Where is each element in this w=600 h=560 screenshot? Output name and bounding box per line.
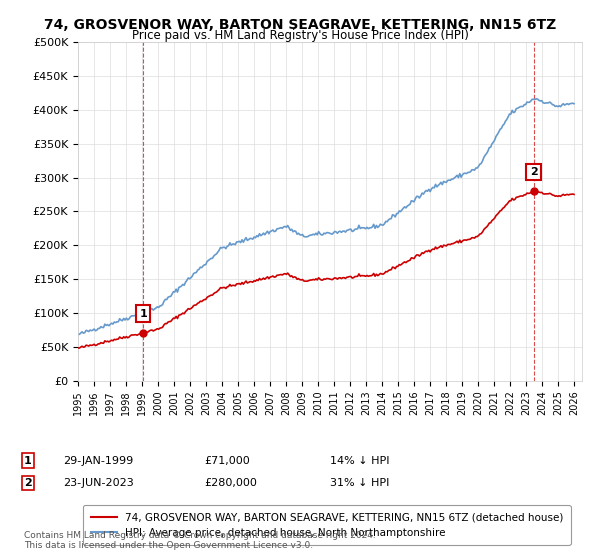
Text: 1: 1 (24, 456, 32, 466)
Text: 29-JAN-1999: 29-JAN-1999 (63, 456, 133, 466)
Legend: 74, GROSVENOR WAY, BARTON SEAGRAVE, KETTERING, NN15 6TZ (detached house), HPI: A: 74, GROSVENOR WAY, BARTON SEAGRAVE, KETT… (83, 505, 571, 545)
Text: Contains HM Land Registry data © Crown copyright and database right 2024.
This d: Contains HM Land Registry data © Crown c… (24, 530, 376, 550)
Text: 23-JUN-2023: 23-JUN-2023 (63, 478, 134, 488)
Text: £280,000: £280,000 (204, 478, 257, 488)
Text: 1: 1 (139, 309, 147, 319)
Text: £71,000: £71,000 (204, 456, 250, 466)
Text: Price paid vs. HM Land Registry's House Price Index (HPI): Price paid vs. HM Land Registry's House … (131, 29, 469, 42)
Text: 14% ↓ HPI: 14% ↓ HPI (330, 456, 389, 466)
Text: 2: 2 (24, 478, 32, 488)
Text: 74, GROSVENOR WAY, BARTON SEAGRAVE, KETTERING, NN15 6TZ: 74, GROSVENOR WAY, BARTON SEAGRAVE, KETT… (44, 18, 556, 32)
Text: 31% ↓ HPI: 31% ↓ HPI (330, 478, 389, 488)
Text: 2: 2 (530, 167, 538, 177)
